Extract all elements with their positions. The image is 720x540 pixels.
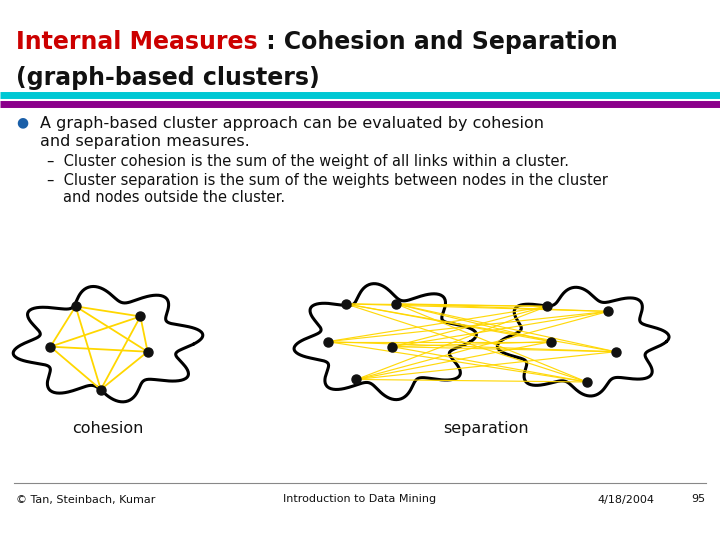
Text: and nodes outside the cluster.: and nodes outside the cluster. — [63, 190, 285, 205]
Text: cohesion: cohesion — [72, 421, 144, 436]
Text: 95: 95 — [691, 495, 706, 504]
Text: 4/18/2004: 4/18/2004 — [598, 495, 654, 504]
Text: and separation measures.: and separation measures. — [40, 134, 249, 149]
Text: : Cohesion and Separation: : Cohesion and Separation — [258, 30, 618, 53]
Text: Internal Measures: Internal Measures — [16, 30, 258, 53]
Text: –  Cluster separation is the sum of the weights between nodes in the cluster: – Cluster separation is the sum of the w… — [47, 173, 608, 188]
Text: Introduction to Data Mining: Introduction to Data Mining — [284, 495, 436, 504]
Text: © Tan, Steinbach, Kumar: © Tan, Steinbach, Kumar — [16, 495, 156, 504]
Text: ●: ● — [16, 116, 28, 130]
Text: –  Cluster cohesion is the sum of the weight of all links within a cluster.: – Cluster cohesion is the sum of the wei… — [47, 154, 569, 169]
Text: separation: separation — [444, 421, 528, 436]
Text: A graph-based cluster approach can be evaluated by cohesion: A graph-based cluster approach can be ev… — [40, 116, 544, 131]
Text: (graph-based clusters): (graph-based clusters) — [16, 66, 320, 90]
